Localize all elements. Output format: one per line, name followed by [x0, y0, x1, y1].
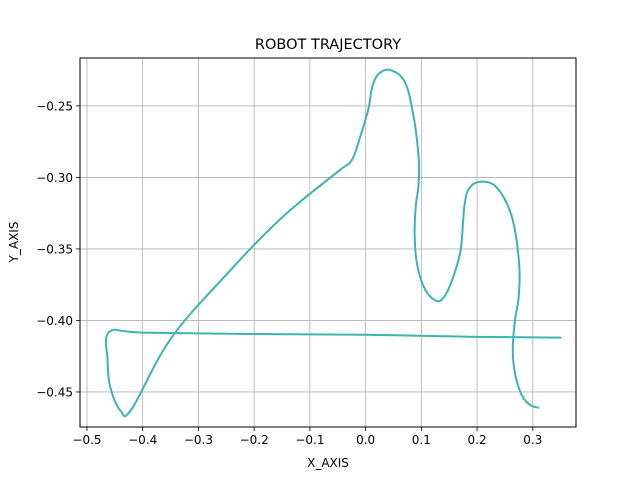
chart-title: ROBOT TRAJECTORY	[255, 37, 401, 53]
x-tick-label: 0.3	[523, 433, 542, 447]
x-tick-label: 0.1	[412, 433, 431, 447]
x-tick-label: −0.2	[240, 433, 269, 447]
ticks: −0.5 −0.4 −0.3 −0.2 −0.1 0.0 0.1 0.2 0.3 −0.45 −0.…	[36, 99, 542, 447]
x-tick-label: −0.5	[72, 433, 101, 447]
x-tick-label: 0.2	[468, 433, 487, 447]
trajectory-line	[104, 68, 562, 418]
plot-frame	[79, 57, 577, 428]
y-tick-label: −0.35	[36, 242, 73, 256]
x-tick-label: −0.4	[128, 433, 157, 447]
y-axis-label: Y_AXIS	[7, 222, 21, 264]
y-tick-label: −0.30	[36, 171, 73, 185]
x-tick-label: −0.3	[184, 433, 213, 447]
y-tick-label: −0.25	[36, 99, 73, 113]
data-series	[104, 68, 562, 418]
x-tick-label: −0.1	[295, 433, 324, 447]
x-tick-label: 0.0	[356, 433, 375, 447]
y-tick-label: −0.45	[36, 385, 73, 399]
x-axis-label: X_AXIS	[307, 456, 349, 470]
y-tick-label: −0.40	[36, 314, 73, 328]
